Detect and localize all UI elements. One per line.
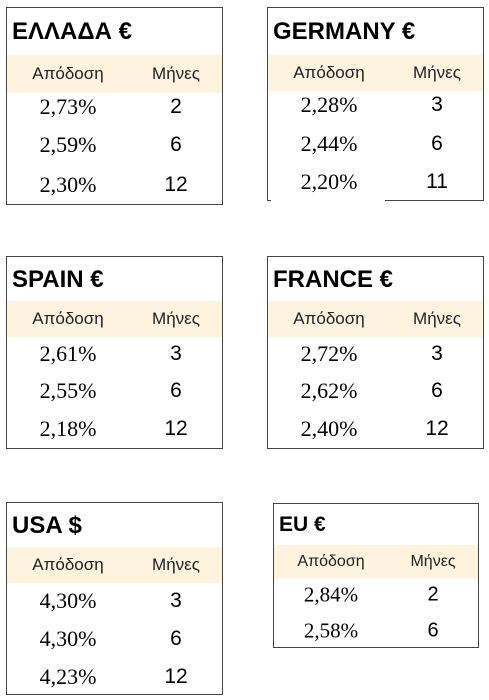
months-value: 11 [426,170,448,193]
yield-value: 2,40% [300,416,358,441]
yield-card-greece: ΕΛΛΑΔΑ € Απόδοση Μήνες 2,73% 2 2,59% 6 2… [6,7,223,205]
column-header-row: Απόδοση Μήνες [268,55,483,91]
yield-value: 2,84% [303,582,359,607]
yield-value: 2,55% [39,378,97,403]
months-value: 6 [170,133,182,156]
months-value: 3 [170,342,182,365]
card-title: GERMANY € [273,18,416,45]
header-yield: Απόδοση [297,552,365,570]
yield-value: 4,30% [39,626,97,651]
card-title: FRANCE € [273,266,394,293]
yield-card-eu: EU € Απόδοση Μήνες 2,84% 2 2,58% 6 [273,503,479,648]
header-months: Μήνες [410,552,456,570]
months-value: 6 [427,619,439,642]
yield-value: 2,62% [300,378,358,403]
months-value: 6 [170,379,182,402]
months-value: 12 [164,417,188,440]
months-value: 3 [431,93,443,116]
card-title: EU € [279,513,326,536]
header-yield: Απόδοση [293,309,365,328]
column-header-row: Απόδοση Μήνες [274,545,478,578]
header-months: Μήνες [152,309,200,328]
card-title: SPAIN € [12,266,104,293]
yield-value: 2,44% [300,131,358,156]
column-header-row: Απόδοση Μήνες [7,547,222,583]
header-months: Μήνες [152,64,200,83]
yield-value: 2,20% [300,169,358,194]
border-gap [271,199,385,201]
months-value: 2 [427,583,439,606]
yield-card-france: FRANCE € Απόδοση Μήνες 2,72% 3 2,62% 6 2… [267,256,484,449]
yield-value: 4,23% [39,664,97,689]
months-value: 2 [170,95,182,118]
yield-value: 2,18% [39,416,97,441]
yield-value: 2,28% [300,92,358,117]
header-yield: Απόδοση [293,63,365,82]
yield-value: 2,72% [300,341,358,366]
months-value: 12 [164,173,188,196]
months-value: 6 [431,132,443,155]
column-header-row: Απόδοση Μήνες [7,301,222,337]
months-value: 3 [431,342,443,365]
card-title: ΕΛΛΑΔΑ € [12,18,132,45]
header-months: Μήνες [152,555,200,574]
yield-card-usa: USA $ Απόδοση Μήνες 4,30% 3 4,30% 6 4,23… [6,502,223,695]
header-yield: Απόδοση [32,64,104,83]
months-value: 12 [164,665,188,688]
yield-value: 2,61% [39,341,97,366]
yield-value: 4,30% [39,588,97,613]
header-months: Μήνες [413,309,461,328]
card-title: USA $ [12,512,82,539]
column-header-row: Απόδοση Μήνες [268,301,483,337]
header-yield: Απόδοση [32,309,104,328]
column-header-row: Απόδοση Μήνες [7,55,222,93]
months-value: 3 [170,589,182,612]
header-months: Μήνες [413,63,461,82]
months-value: 12 [425,417,449,440]
yield-card-germany: GERMANY € Απόδοση Μήνες 2,28% 3 2,44% 6 … [267,7,484,201]
months-value: 6 [170,627,182,650]
months-value: 6 [431,379,443,402]
yield-value: 2,30% [39,172,97,197]
yield-value: 2,59% [39,132,97,157]
header-yield: Απόδοση [32,555,104,574]
yield-card-spain: SPAIN € Απόδοση Μήνες 2,61% 3 2,55% 6 2,… [6,256,223,449]
yield-value: 2,58% [303,618,359,643]
yield-value: 2,73% [39,94,97,119]
